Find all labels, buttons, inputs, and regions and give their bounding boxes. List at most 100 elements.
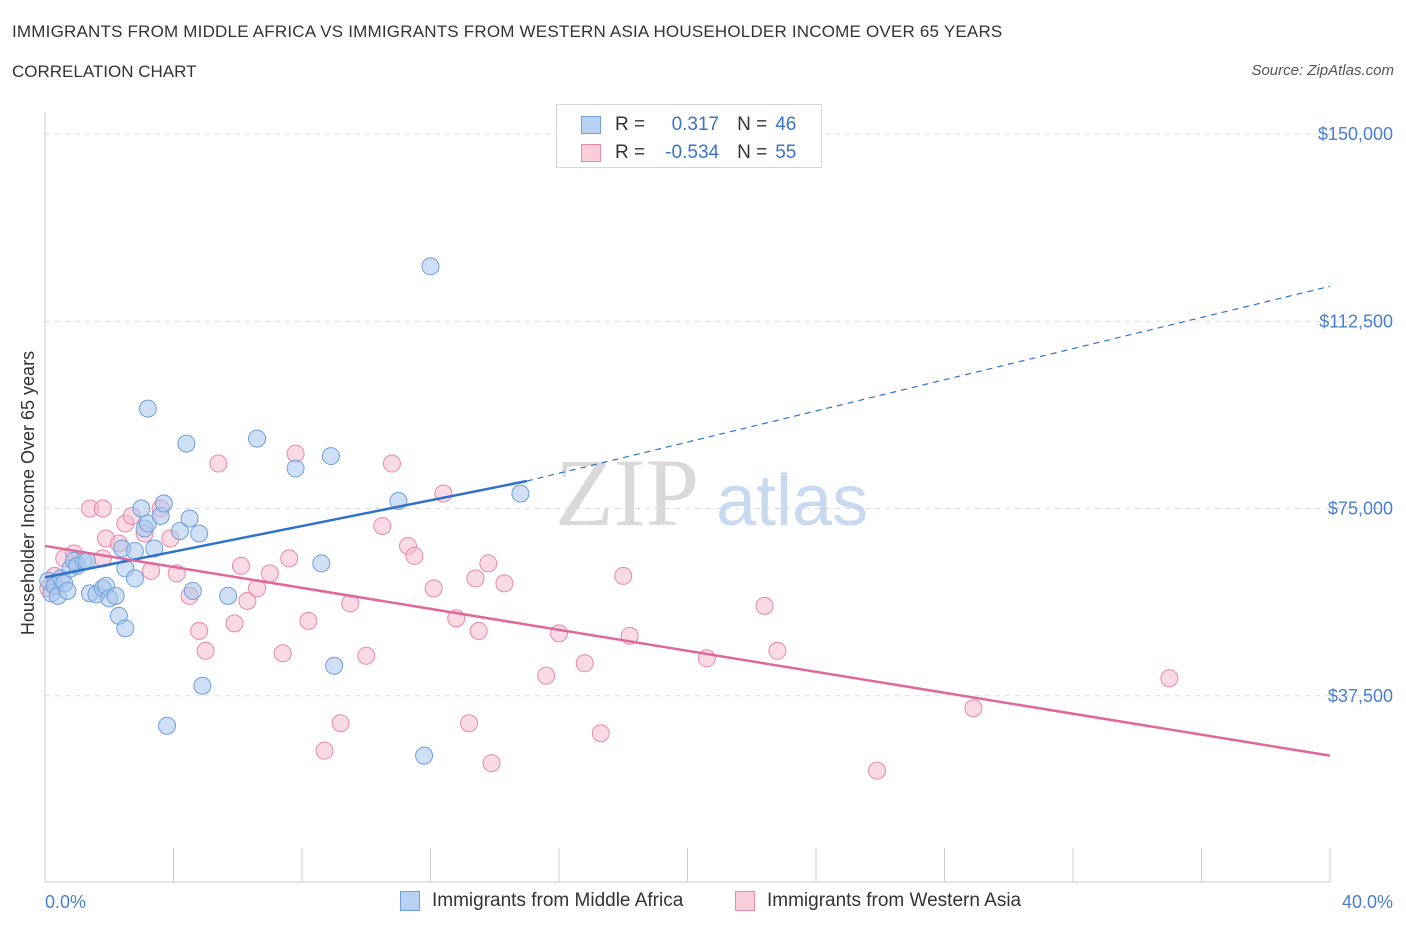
data-point-middle-africa — [116, 619, 135, 638]
data-point-middle-africa — [138, 399, 157, 418]
data-point-western-asia — [868, 761, 887, 780]
data-point-middle-africa — [183, 581, 202, 600]
grid-lines — [45, 133, 1392, 697]
series-western-asia — [39, 444, 1179, 780]
legend-r-value: -0.534 — [665, 142, 720, 163]
data-point-western-asia — [964, 699, 983, 718]
data-point-middle-africa — [158, 716, 177, 735]
data-point-middle-africa — [132, 499, 151, 518]
data-point-western-asia — [196, 641, 215, 660]
x-tick-max: 40.0% — [1342, 892, 1393, 912]
axes — [44, 112, 1331, 883]
data-point-western-asia — [299, 611, 318, 630]
data-point-middle-africa — [125, 541, 144, 560]
legend-row-blue: R = 0.317 N = 46 — [581, 113, 796, 137]
bottom-legend-swatch-blue — [400, 891, 420, 911]
data-point-middle-africa — [511, 484, 530, 503]
bottom-legend-pink: Immigrants from Western Asia — [735, 890, 1021, 912]
y-tick-label: $150,000 — [1318, 124, 1393, 144]
data-point-western-asia — [373, 516, 392, 535]
data-point-western-asia — [591, 724, 610, 743]
data-point-western-asia — [238, 591, 257, 610]
watermark-atlas: atlas — [716, 461, 868, 541]
bottom-legend-label-blue: Immigrants from Middle Africa — [432, 890, 684, 911]
x-tick-min: 0.0% — [45, 892, 86, 912]
data-point-western-asia — [469, 621, 488, 640]
data-point-western-asia — [280, 549, 299, 568]
legend-n-label: N = — [737, 142, 768, 163]
data-point-western-asia — [479, 554, 498, 573]
data-point-middle-africa — [58, 581, 77, 600]
data-point-middle-africa — [321, 447, 340, 466]
data-point-middle-africa — [106, 586, 125, 605]
data-point-middle-africa — [190, 524, 209, 543]
data-point-middle-africa — [170, 521, 189, 540]
data-point-middle-africa — [286, 459, 305, 478]
legend-r-value: 0.317 — [671, 114, 720, 135]
data-point-western-asia — [482, 754, 501, 773]
legend-n-value: 55 — [775, 142, 797, 163]
source-credit: Source: ZipAtlas.com — [1251, 62, 1394, 79]
data-point-western-asia — [614, 566, 633, 585]
data-point-western-asia — [755, 596, 774, 615]
data-point-middle-africa — [325, 656, 344, 675]
data-point-western-asia — [331, 714, 350, 733]
watermark-zip: ZIP — [555, 439, 699, 546]
legend-swatch-blue — [581, 116, 601, 134]
data-point-middle-africa — [125, 569, 144, 588]
chart-subtitle: CORRELATION CHART — [12, 62, 197, 81]
data-point-middle-africa — [248, 429, 267, 448]
data-point-western-asia — [466, 569, 485, 588]
data-point-western-asia — [315, 741, 334, 760]
y-axis-label: Householder Income Over 65 years — [18, 351, 38, 635]
data-point-western-asia — [225, 614, 244, 633]
data-point-western-asia — [405, 546, 424, 565]
data-point-western-asia — [93, 499, 112, 518]
bottom-legend-swatch-pink — [735, 891, 755, 911]
trend-line-western-asia — [44, 544, 1331, 757]
data-point-western-asia — [575, 654, 594, 673]
data-point-middle-africa — [421, 257, 440, 276]
data-point-middle-africa — [193, 676, 212, 695]
watermark: ZIP atlas — [555, 439, 868, 546]
y-tick-label: $37,500 — [1328, 686, 1393, 706]
data-point-middle-africa — [145, 539, 164, 558]
data-point-western-asia — [273, 644, 292, 663]
data-point-middle-africa — [154, 494, 173, 513]
trend-lines — [44, 285, 1331, 757]
data-point-middle-africa — [177, 434, 196, 453]
data-point-western-asia — [424, 579, 443, 598]
legend-n-value: 46 — [775, 114, 797, 135]
chart-title: IMMIGRANTS FROM MIDDLE AFRICA VS IMMIGRA… — [12, 22, 1003, 41]
data-point-western-asia — [1160, 669, 1179, 688]
legend-r-label: R = — [615, 114, 646, 135]
data-point-western-asia — [495, 574, 514, 593]
data-point-middle-africa — [219, 586, 238, 605]
data-point-middle-africa — [312, 554, 331, 573]
data-point-western-asia — [231, 556, 250, 575]
data-point-western-asia — [768, 641, 787, 660]
series-middle-africa — [39, 257, 530, 765]
bottom-legend-label-pink: Immigrants from Western Asia — [767, 890, 1022, 911]
legend-swatch-pink — [581, 144, 601, 162]
data-point-western-asia — [260, 564, 279, 583]
tick-labels: 0.0% 40.0% Householder Income Over 65 ye… — [18, 124, 1393, 912]
legend-r-label: R = — [615, 142, 646, 163]
data-point-western-asia — [190, 621, 209, 640]
trend-line-middle-africa-extension — [526, 285, 1331, 482]
bottom-legend-blue: Immigrants from Middle Africa — [400, 890, 683, 912]
data-point-western-asia — [209, 454, 228, 473]
legend-row-pink: R = -0.534 N = 55 — [581, 141, 796, 165]
trend-line-middle-africa — [44, 479, 528, 579]
y-tick-label: $112,500 — [1319, 311, 1393, 331]
data-point-western-asia — [286, 444, 305, 463]
stats-legend: R = 0.317 N = 46 R = -0.534 N = 55 — [556, 104, 822, 168]
data-point-western-asia — [382, 454, 401, 473]
data-point-western-asia — [550, 624, 568, 643]
data-point-western-asia — [537, 666, 556, 685]
data-point-western-asia — [460, 714, 479, 733]
y-tick-label: $75,000 — [1328, 499, 1393, 519]
data-point-western-asia — [357, 646, 376, 665]
data-point-middle-africa — [180, 509, 199, 528]
